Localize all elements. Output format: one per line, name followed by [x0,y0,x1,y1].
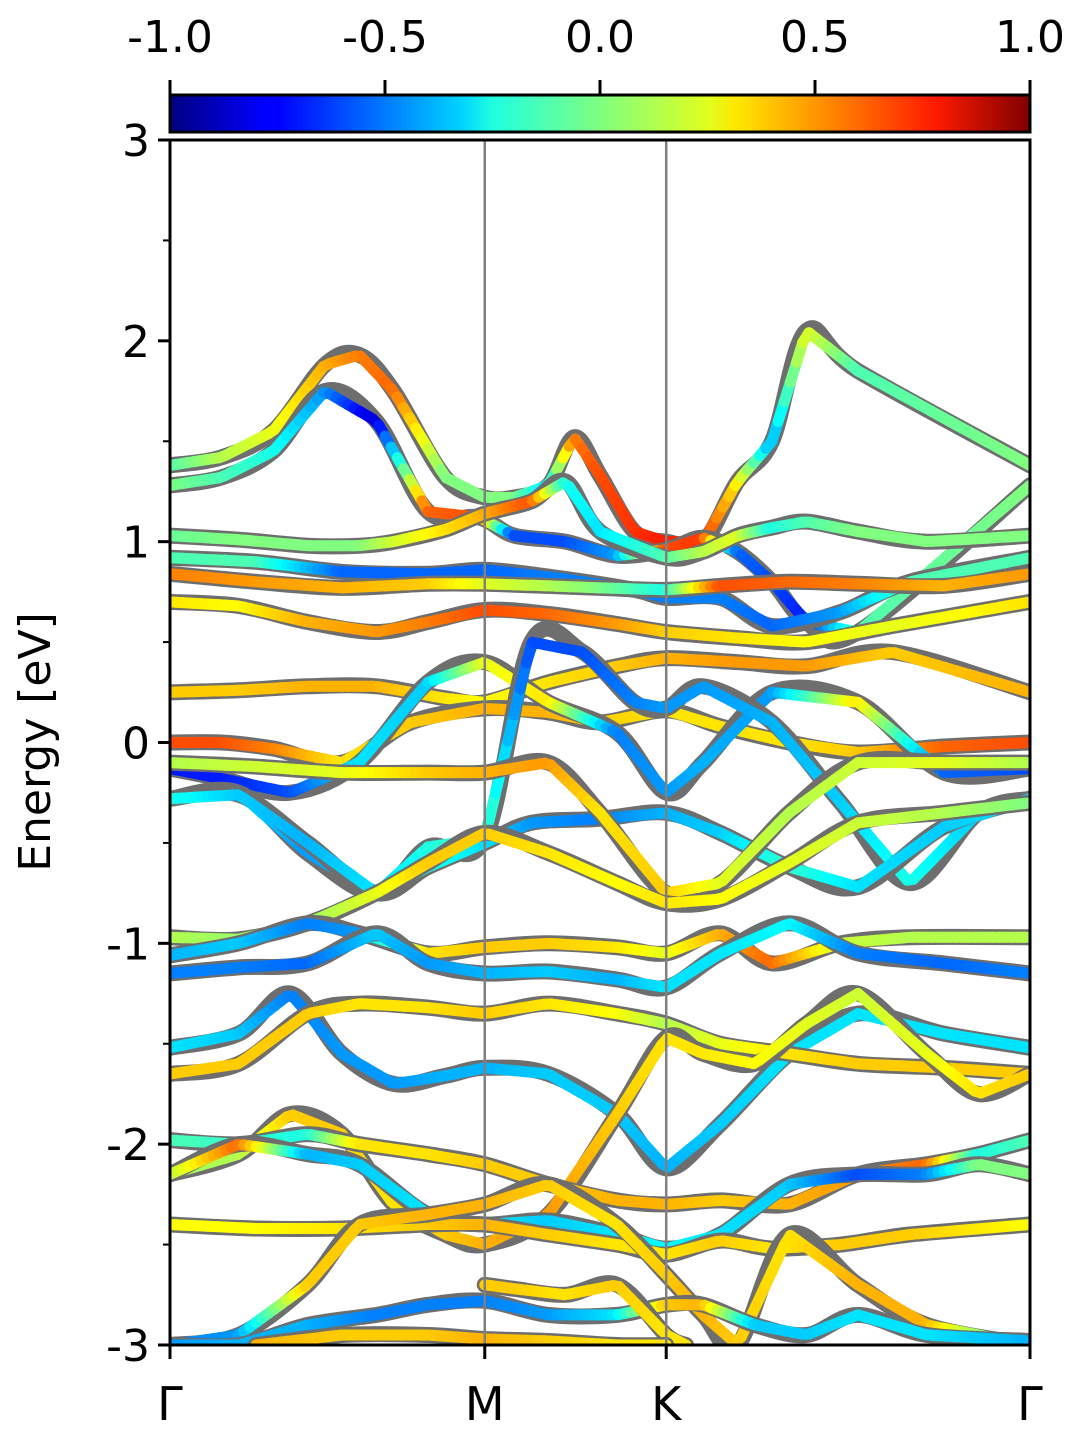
band-6 [170,593,1030,651]
y-tick-label: -3 [106,1321,150,1372]
band-outline [170,320,1030,555]
y-tick-label: 2 [122,317,150,368]
y-tick-label: 3 [122,116,150,167]
x-tick-label: Γ [1017,1377,1043,1431]
x-tick-label: K [651,1377,683,1431]
x-tick-label: Γ [157,1377,183,1431]
band-5 [170,565,1030,598]
band-24 [476,1275,694,1345]
y-tick-label: 0 [122,719,150,770]
band-2 [170,382,1030,650]
colorbar-tick-label: 1.0 [995,12,1065,63]
colorbar: -1.0 -0.5 0.0 0.5 1.0 [127,12,1065,134]
high-symmetry-lines [483,140,668,1345]
band-12 [170,750,1030,907]
colorbar-tick-label: -0.5 [342,12,428,63]
y-tick-label: -2 [106,1120,150,1171]
colorbar-ticks: -1.0 -0.5 0.0 0.5 1.0 [127,12,1065,95]
colorbar-tick-label: 0.5 [780,12,850,63]
y-tick-label: -1 [106,919,150,970]
colorbar-tick-label: -1.0 [127,12,213,63]
band-13 [170,794,1030,949]
y-axis: -3 -2 -1 0 1 2 3 [106,116,170,1372]
colorbar-gradient [168,93,1032,134]
y-tick-label: 1 [122,518,150,569]
band-1 [170,320,1030,555]
band-17 [170,995,1030,1082]
band-lines [170,320,1030,1345]
band-9 [170,653,1030,802]
band-3 [170,472,1030,567]
band-15 [170,915,1030,997]
x-tick-label: M [465,1377,505,1431]
band-16 [170,985,1030,1177]
colorbar-tick-label: 0.0 [565,12,635,63]
y-axis-label: Energy [eV] [10,612,61,872]
